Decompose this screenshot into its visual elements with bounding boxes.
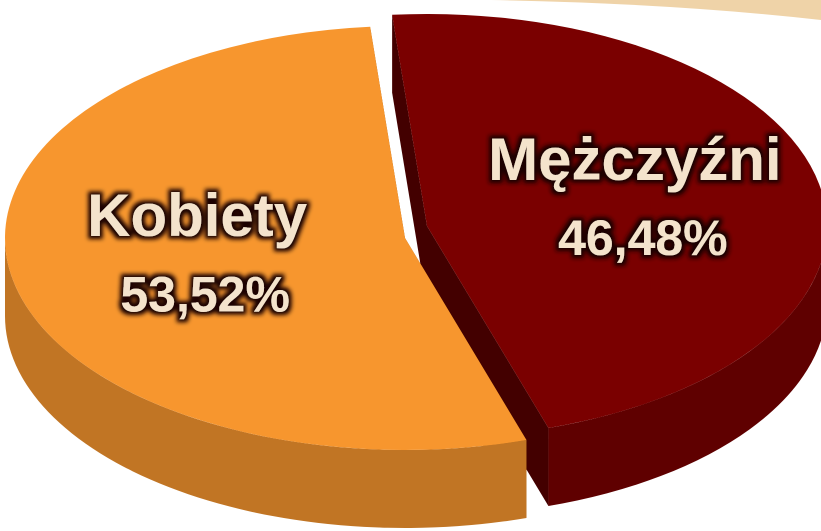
labels: Mężczyźni 46,48% Kobiety 53,52% bbox=[87, 126, 781, 323]
slice bbox=[392, 14, 821, 428]
slice-value-label: 53,52% bbox=[120, 266, 290, 322]
slice bbox=[4, 26, 527, 450]
slice-side bbox=[548, 262, 821, 506]
pie bbox=[4, 14, 821, 529]
slice-wall bbox=[392, 14, 427, 304]
background-arc bbox=[300, 0, 821, 20]
slice-label: Mężczyźni bbox=[488, 126, 781, 193]
slice-label: Kobiety bbox=[87, 182, 308, 249]
slice-side bbox=[5, 238, 527, 529]
slice-value-label: 46,48% bbox=[558, 210, 728, 266]
